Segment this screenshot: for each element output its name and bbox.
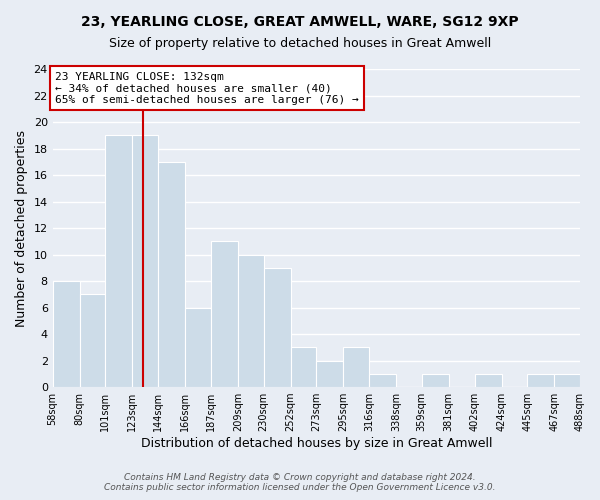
X-axis label: Distribution of detached houses by size in Great Amwell: Distribution of detached houses by size … [140,437,492,450]
Bar [211,242,238,387]
Bar [80,294,106,387]
Y-axis label: Number of detached properties: Number of detached properties [15,130,28,326]
Text: Contains HM Land Registry data © Crown copyright and database right 2024.
Contai: Contains HM Land Registry data © Crown c… [104,473,496,492]
Bar [185,308,211,387]
Bar [290,348,316,387]
Bar [106,136,133,387]
Bar [369,374,396,387]
Bar [475,374,502,387]
Bar [158,162,185,387]
Bar [422,374,449,387]
Text: 23 YEARLING CLOSE: 132sqm
← 34% of detached houses are smaller (40)
65% of semi-: 23 YEARLING CLOSE: 132sqm ← 34% of detac… [55,72,359,105]
Bar [316,360,343,387]
Text: Size of property relative to detached houses in Great Amwell: Size of property relative to detached ho… [109,38,491,51]
Bar [527,374,554,387]
Bar [133,136,158,387]
Text: 23, YEARLING CLOSE, GREAT AMWELL, WARE, SG12 9XP: 23, YEARLING CLOSE, GREAT AMWELL, WARE, … [81,15,519,29]
Bar [53,281,80,387]
Bar [554,374,580,387]
Bar [238,254,263,387]
Bar [263,268,290,387]
Bar [343,348,369,387]
